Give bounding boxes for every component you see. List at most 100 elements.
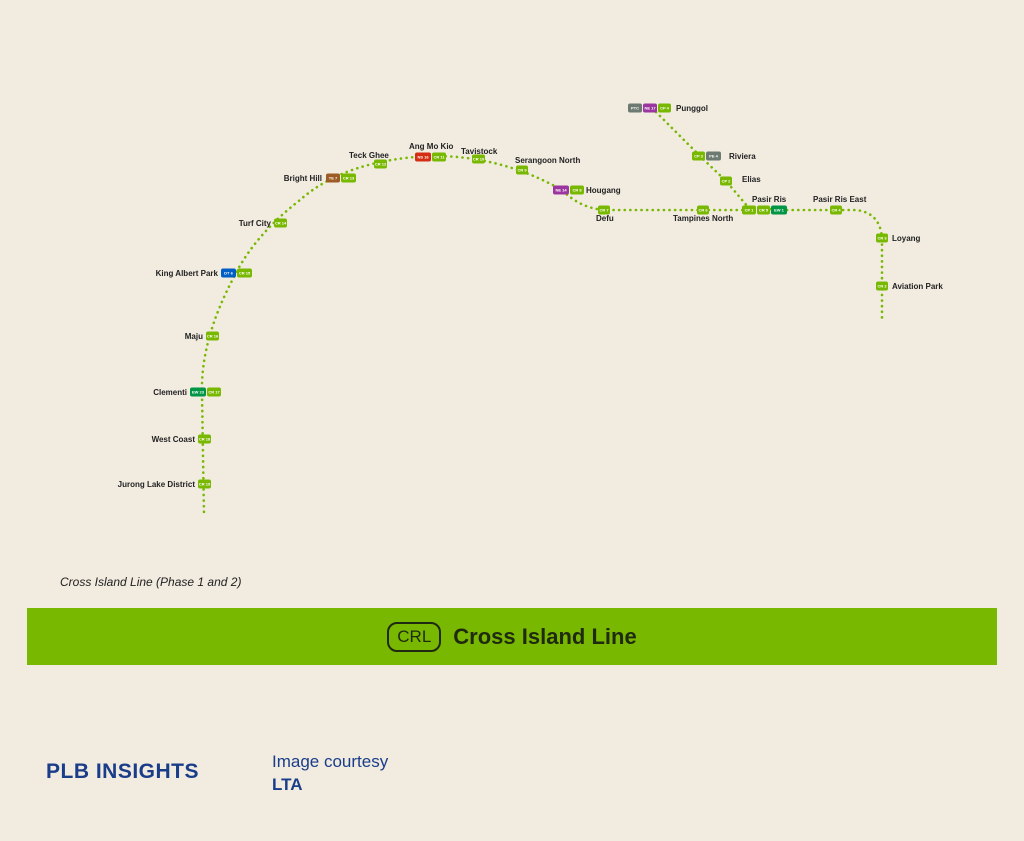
station-code-badge: [274, 218, 287, 228]
station-code-badge: [516, 165, 528, 175]
station-code-badge: [876, 281, 888, 291]
station-code-badge: [190, 387, 206, 397]
station-name: Pasir Ris: [752, 195, 787, 204]
station-code-badge: [658, 103, 671, 113]
station-code-text: DT 6: [224, 271, 233, 276]
station-name: Tampines North: [673, 214, 733, 223]
station-code-badge: [628, 103, 642, 113]
station-code-text: PTC: [631, 106, 639, 111]
station-code-text: CR 9: [517, 168, 527, 173]
station-teck-ghee: CR 12 Teck Ghee: [349, 151, 389, 169]
station-name: Bright Hill: [284, 174, 322, 183]
station-name: Elias: [742, 175, 761, 184]
station-code-text: NE 14: [555, 188, 567, 193]
main-line-core: [200, 154, 750, 517]
station-name: Hougang: [586, 186, 621, 195]
station-code-text: CR 2: [877, 284, 887, 289]
station-code-text: CR 4: [831, 208, 841, 213]
station-code-text: CR 10: [473, 157, 485, 162]
station-name: Maju: [185, 332, 203, 341]
station-name: Riviera: [729, 152, 756, 161]
image-courtesy: Image courtesy LTA: [272, 752, 388, 795]
stations: PTC NE 17 CP 4 Punggol CP 3 PE 4 Riviera CP 2 El…: [118, 103, 943, 489]
line-paths: [200, 110, 884, 517]
station-code-badge: [374, 159, 387, 169]
station-name: Clementi: [153, 388, 187, 397]
station-aviation-park: CR 2 Aviation Park: [876, 281, 943, 291]
station-code-badge: [876, 233, 888, 243]
station-code-badge: [432, 152, 446, 162]
station-code-badge: [706, 151, 721, 161]
station-serangoon-north: CR 9 Serangoon North: [515, 156, 580, 175]
station-code-badge: [206, 331, 219, 341]
station-code-badge: [415, 152, 431, 162]
station-code-text: TE 7: [329, 176, 338, 181]
station-code-badge: [697, 205, 709, 215]
station-code-text: CR 5: [759, 208, 769, 213]
map-caption: Cross Island Line (Phase 1 and 2): [60, 575, 242, 589]
station-code-text: CR 8: [572, 188, 582, 193]
station-code-text: CR 3: [877, 236, 887, 241]
station-code-badge: [553, 185, 569, 195]
station-maju: CR 16 Maju: [185, 331, 219, 341]
station-king-albert-park: DT 6 CR 15 King Albert Park: [156, 268, 252, 278]
station-code-badge: [198, 479, 211, 489]
station-pasir-ris-east: CR 4 Pasir Ris East: [813, 195, 867, 215]
station-code-text: CR 7: [599, 208, 609, 213]
station-name: West Coast: [152, 435, 196, 444]
station-code-text: CR 13: [343, 176, 355, 181]
station-code-text: CR 12: [375, 162, 387, 167]
station-name: Loyang: [892, 234, 921, 243]
station-bright-hill: TE 7 CR 13 Bright Hill: [284, 173, 356, 183]
station-code-text: CR 14: [275, 221, 287, 226]
station-code-badge: [237, 268, 252, 278]
station-code-badge: [742, 205, 756, 215]
station-code-badge: [570, 185, 584, 195]
station-ang-mo-kio: NS 16 CR 11 Ang Mo Kio: [409, 142, 454, 162]
station-code-text: NE 17: [644, 106, 656, 111]
station-code-text: CR 16: [207, 334, 219, 339]
station-name: Jurong Lake District: [118, 480, 196, 489]
station-code-text: CR 6: [698, 208, 708, 213]
station-code-text: CR 19: [199, 482, 211, 487]
station-code-badge: [643, 103, 657, 113]
station-code-badge: [720, 176, 732, 186]
station-name: King Albert Park: [156, 269, 219, 278]
station-code-badge: [771, 205, 787, 215]
station-name: Defu: [596, 214, 614, 223]
courtesy-source: LTA: [272, 775, 303, 794]
station-code-text: NS 16: [417, 155, 429, 160]
station-elias: CP 2 Elias: [720, 175, 761, 186]
courtesy-text: Image courtesy: [272, 752, 389, 771]
station-clementi: EW 23 CR 17 Clementi: [153, 387, 221, 397]
station-riviera: CP 3 PE 4 Riviera: [692, 151, 756, 161]
station-code-text: CR 17: [208, 390, 220, 395]
station-code-text: CR 18: [199, 437, 211, 442]
station-code-badge: [326, 173, 340, 183]
station-code-text: EW 1: [774, 208, 785, 213]
station-code-text: PE 4: [709, 154, 718, 159]
station-punggol: PTC NE 17 CP 4 Punggol: [628, 103, 708, 113]
station-code-badge: [221, 268, 236, 278]
station-name: Punggol: [676, 104, 708, 113]
station-code-badge: [598, 205, 610, 215]
station-name: Aviation Park: [892, 282, 943, 291]
station-code-badge: [207, 387, 221, 397]
banner-title: Cross Island Line: [453, 623, 637, 649]
station-code-badge: [830, 205, 842, 215]
station-code-text: CP 4: [660, 106, 670, 111]
station-code-badge: [757, 205, 770, 215]
station-code-text: CR 15: [239, 271, 251, 276]
station-code-text: CP 3: [694, 154, 704, 159]
station-pasir-ris: CP 1 CR 5 EW 1 Pasir Ris: [742, 195, 787, 215]
station-name: Teck Ghee: [349, 151, 389, 160]
station-name: Ang Mo Kio: [409, 142, 454, 151]
plb-insights-logo: PLB INSIGHTS: [46, 760, 200, 783]
station-name: Serangoon North: [515, 156, 580, 165]
station-code-badge: [341, 173, 356, 183]
main-line-east: [746, 205, 884, 324]
station-name: Pasir Ris East: [813, 195, 867, 204]
